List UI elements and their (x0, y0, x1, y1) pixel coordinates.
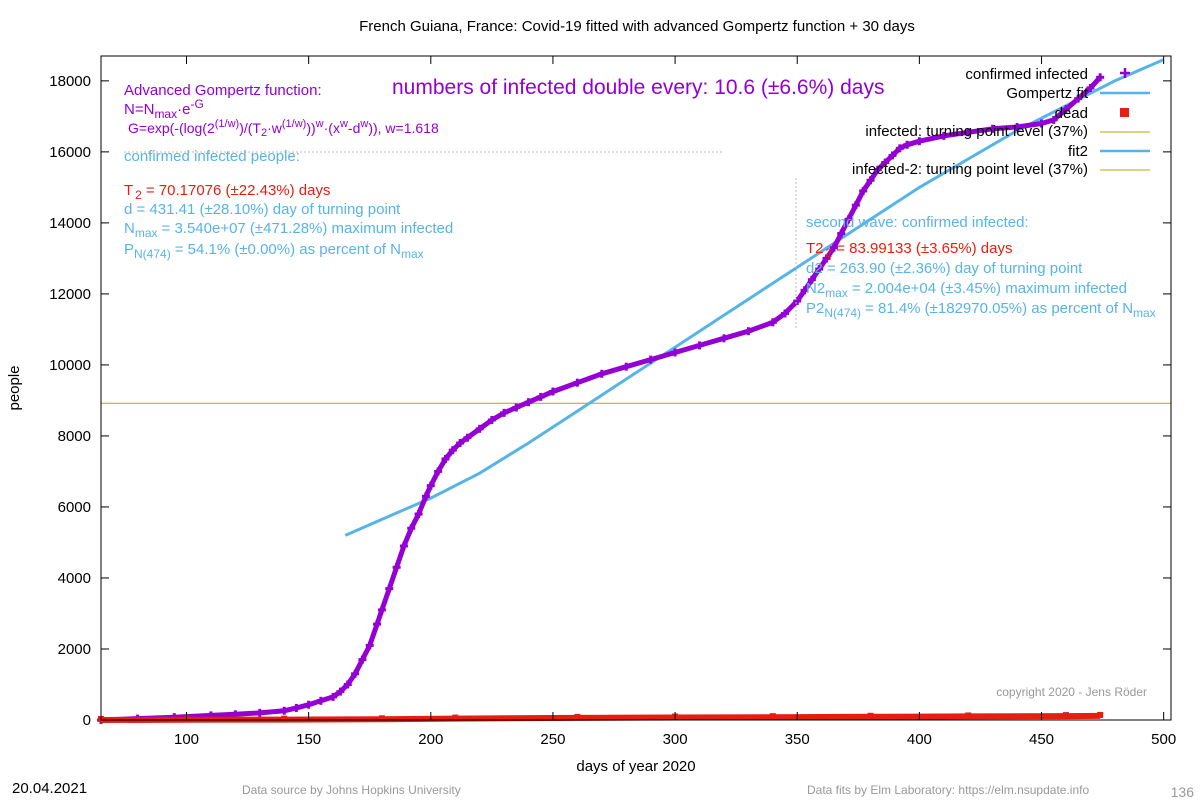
dead-point (1062, 712, 1069, 719)
legend-label-level2: infected-2: turning point level (37%) (852, 161, 1088, 178)
dead-point (378, 715, 385, 722)
x-tick-label: 300 (663, 731, 688, 748)
legend: confirmed infected Gompertz fit dead inf… (852, 66, 1150, 178)
y-tick-label: 8000 (58, 428, 91, 445)
plot-frame (100, 55, 1172, 721)
y-axis-label: people (6, 365, 23, 410)
dead-point (965, 712, 972, 719)
dead-point (452, 714, 459, 721)
t22-line: T2 2 = 83.99133 (±3.65%) days (806, 240, 1012, 260)
d-line: d = 431.41 (±28.10%) day of turning poin… (124, 201, 401, 218)
y-tick-label: 2000 (58, 641, 91, 658)
y-tick-label: 0 (83, 712, 91, 729)
footer-date: 20.04.2021 (12, 780, 87, 797)
dead-point (574, 713, 581, 720)
x-tick-label: 450 (1029, 731, 1054, 748)
nmax-line: Nmax = 3.540e+07 (±471.28%) maximum infec… (124, 220, 453, 240)
chart-title: French Guiana, France: Covid-19 fitted w… (359, 18, 915, 35)
y-tick-label: 18000 (49, 73, 91, 90)
second-wave-stats: second wave: confirmed infected: T2 2 = 83… (806, 214, 1156, 320)
dead-point (281, 715, 288, 722)
n2-line: N2max = 2.004e+04 (±3.45%) maximum infect… (806, 280, 1127, 300)
confirmed-heading: confirmed infected people: (124, 148, 300, 165)
first-wave-stats: confirmed infected people: T 2 = 70.17076 … (124, 148, 453, 261)
second-heading: second wave: confirmed infected: (806, 214, 1029, 231)
gompertz-heading: Advanced Gompertz function: (124, 82, 322, 99)
x-tick-label: 400 (907, 731, 932, 748)
footer-fits: Data fits by Elm Laboratory: https://elm… (807, 783, 1089, 797)
y-axis-ticks: 0 2000 4000 6000 8000 10000 12000 14000 16000 180… (49, 73, 1171, 729)
infected-points-layer (97, 73, 1105, 724)
x-axis-ticks: 100 150 200 250 300 350 400 450 500 (174, 56, 1176, 748)
dead-point (1097, 711, 1104, 718)
x-tick-label: 100 (174, 731, 199, 748)
d2-line: d2 = 263.90 (±2.36%) day of turning poin… (806, 260, 1083, 277)
x-tick-label: 200 (418, 731, 443, 748)
y-tick-label: 6000 (58, 499, 91, 516)
copyright-note: copyright 2020 - Jens Röder (996, 685, 1147, 699)
dead-point (867, 712, 874, 719)
footer-page-number: 136 (1171, 784, 1195, 800)
p2-line: P2N(474) = 81.4% (±182970.05%) as percent… (806, 300, 1156, 320)
x-axis-label: days of year 2020 (576, 758, 695, 775)
formula-block: Advanced Gompertz function: N=Nmax·e-G G… (124, 82, 439, 139)
legend-label-fit2: fit2 (1068, 143, 1088, 160)
t2-line: T 2 = 70.17076 (±22.43%) days (124, 182, 330, 202)
dead-point (769, 713, 776, 720)
legend-label-gompertz: Gompertz fit (1006, 85, 1089, 102)
formula-n: N=Nmax·e-G (124, 97, 204, 121)
y-tick-label: 16000 (49, 144, 91, 161)
y-tick-label: 4000 (58, 570, 91, 587)
doubling-annotation: numbers of infected double every: 10.6 (… (392, 76, 884, 99)
formula-g: G=exp(-(log(2(1/w))/(T2·w(1/w)))w·(xw-dw… (128, 118, 439, 139)
y-tick-label: 14000 (49, 215, 91, 232)
x-tick-label: 150 (296, 731, 321, 748)
legend-label-level: infected: turning point level (37%) (865, 123, 1088, 140)
legend-label-infected: confirmed infected (965, 66, 1088, 83)
p-line: PN(474) = 54.1% (±0.00%) as percent of Nm… (124, 241, 424, 261)
x-tick-label: 250 (540, 731, 565, 748)
footer-source: Data source by Johns Hopkins University (242, 783, 461, 797)
legend-swatch-infected (1120, 68, 1130, 78)
legend-swatch-dead (1120, 108, 1129, 117)
x-tick-label: 350 (785, 731, 810, 748)
x-tick-label: 500 (1151, 731, 1176, 748)
y-tick-label: 10000 (49, 357, 91, 374)
infected-trace (100, 75, 1103, 723)
y-tick-label: 12000 (49, 286, 91, 303)
legend-label-dead: dead (1055, 105, 1088, 122)
